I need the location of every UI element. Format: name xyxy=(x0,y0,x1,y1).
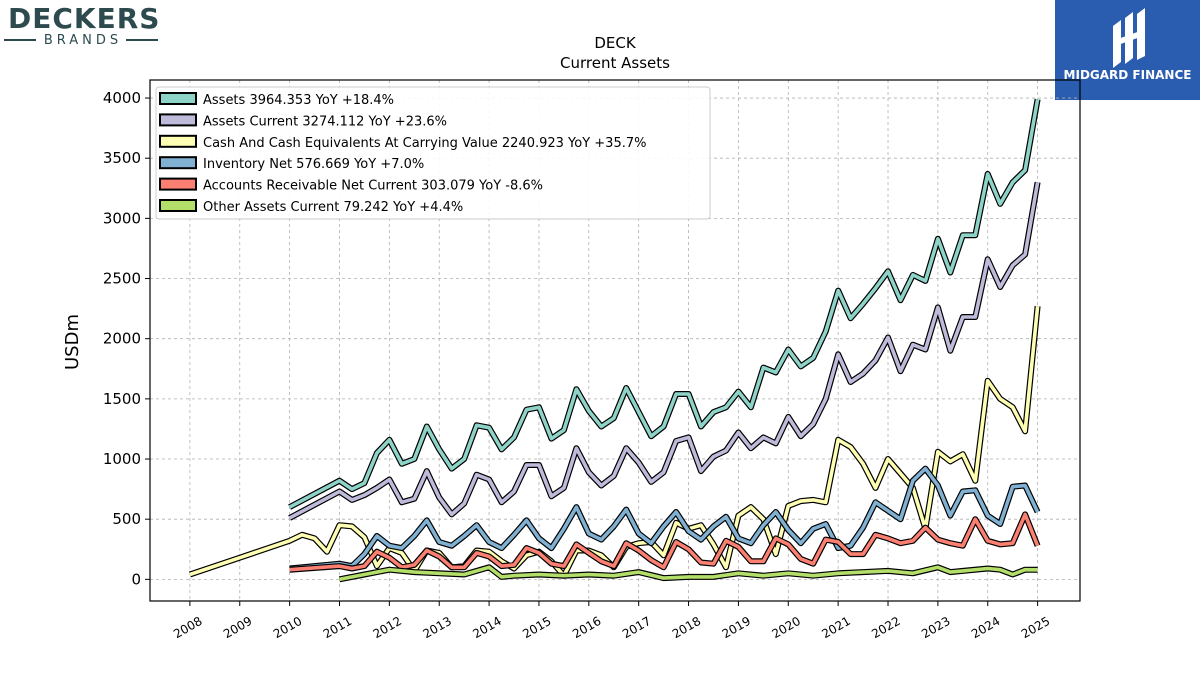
legend-swatch xyxy=(159,199,197,212)
x-tick-label: 2015 xyxy=(520,614,553,641)
legend-swatch xyxy=(159,92,197,105)
series-lines xyxy=(188,98,1041,583)
partner-monogram-icon xyxy=(1113,8,1145,68)
x-tick-label: 2017 xyxy=(620,614,653,641)
y-tick-label: 0 xyxy=(131,570,141,588)
x-tick-label: 2010 xyxy=(271,614,304,641)
legend-swatch xyxy=(159,177,197,191)
y-tick-label: 2500 xyxy=(103,270,141,288)
legend-entry: Cash And Cash Equivalents At Carrying Va… xyxy=(203,136,646,151)
y-axis-label: USDm xyxy=(62,314,83,370)
series-line xyxy=(288,98,1040,509)
x-tick-label: 2025 xyxy=(1019,614,1052,641)
series-line xyxy=(339,565,1038,582)
brand-subtitle-row: BRANDS xyxy=(4,32,158,48)
x-tick-label: 2011 xyxy=(321,614,354,641)
y-axis: 0 500 1000 1500 2000 2500 3000 3500 4000 xyxy=(103,89,150,588)
series-line xyxy=(289,512,1040,572)
chart-subtitle: Current Assets xyxy=(560,54,670,72)
series-line xyxy=(288,181,1040,520)
brand-logo: DECKERS xyxy=(4,2,164,52)
x-tick-label: 2018 xyxy=(670,614,703,641)
brand-name: DECKERS xyxy=(8,2,161,35)
x-tick-label: 2016 xyxy=(570,614,603,641)
x-tick-label: 2020 xyxy=(770,614,803,641)
y-tick-label: 1500 xyxy=(103,390,141,408)
x-tick-label: 2009 xyxy=(221,614,254,641)
legend-entry: Assets Current 3274.112 YoY +23.6% xyxy=(203,114,447,129)
x-tick-label: 2008 xyxy=(171,614,204,641)
legend: Assets 3964.353 YoY +18.4% Assets Current… xyxy=(155,86,711,220)
legend-box xyxy=(155,86,711,220)
x-tick-label: 2014 xyxy=(470,614,503,641)
brand-rule-left xyxy=(4,39,36,41)
y-tick-label: 2000 xyxy=(103,330,141,348)
y-tick-label: 500 xyxy=(112,510,141,528)
x-axis: 2008 2009 2010 2011 2012 2013 2014 2015 2016 2017… xyxy=(171,601,1052,641)
y-tick-label: 4000 xyxy=(103,89,141,107)
x-tick-label: 2012 xyxy=(371,614,404,641)
partner-name: MIDGARD FINANCE xyxy=(1063,68,1192,82)
x-tick-label: 2024 xyxy=(969,614,1002,641)
x-tick-label: 2022 xyxy=(869,614,902,641)
brand-rule-right xyxy=(126,39,158,41)
legend-entry: Inventory Net 576.669 YoY +7.0% xyxy=(203,157,424,172)
y-tick-label: 3500 xyxy=(103,149,141,167)
legend-swatch xyxy=(159,113,197,127)
legend-entry: Other Assets Current 79.242 YoY +4.4% xyxy=(203,200,463,215)
series-line xyxy=(289,466,1040,571)
legend-swatch xyxy=(159,156,197,170)
legend-swatch xyxy=(159,134,197,148)
x-tick-label: 2019 xyxy=(720,614,753,641)
plot-frame xyxy=(149,79,1081,602)
y-tick-label: 3000 xyxy=(103,209,141,227)
x-tick-label: 2023 xyxy=(919,614,952,641)
chart-title: DECK xyxy=(594,34,637,52)
legend-entry: Assets 3964.353 YoY +18.4% xyxy=(203,93,394,108)
partner-logo: MIDGARD FINANCE xyxy=(1055,0,1200,100)
legend-entry: Accounts Receivable Net Current 303.079 … xyxy=(203,179,543,194)
brand-subtitle: BRANDS xyxy=(43,32,123,48)
x-tick-label: 2013 xyxy=(420,614,453,641)
y-tick-label: 1000 xyxy=(103,450,141,468)
x-tick-label: 2021 xyxy=(819,614,852,641)
